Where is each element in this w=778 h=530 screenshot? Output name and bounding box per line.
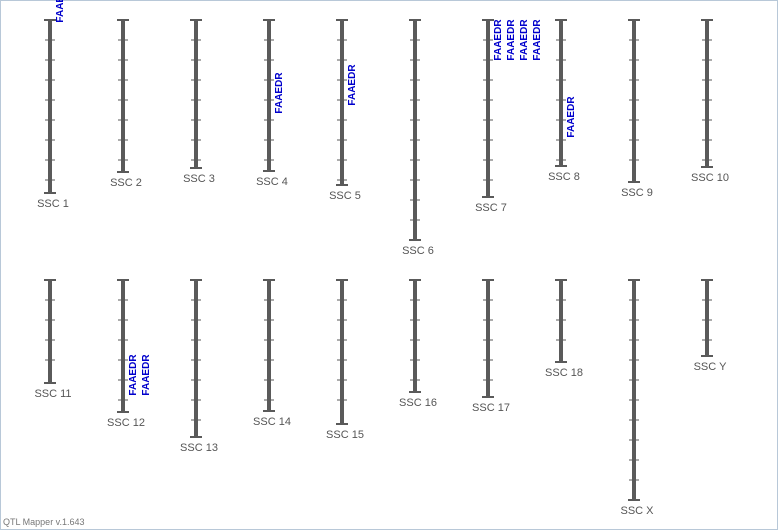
qtl-label: FAAEDR bbox=[506, 19, 517, 61]
chromosome bbox=[48, 20, 52, 193]
qtl-label: FAAEDR bbox=[566, 96, 577, 138]
chromosome-label: SSC 16 bbox=[399, 397, 437, 409]
chromosome-label: SSC 7 bbox=[475, 202, 507, 214]
qtl-label: FAAEDR bbox=[274, 72, 285, 114]
chromosome bbox=[267, 280, 271, 411]
chromosome-label: SSC 8 bbox=[548, 171, 580, 183]
chromosome bbox=[121, 20, 125, 172]
chromosome bbox=[559, 20, 563, 166]
chromosome bbox=[340, 20, 344, 185]
chromosome-label: SSC 15 bbox=[326, 429, 364, 441]
chromosome bbox=[486, 280, 490, 397]
chromosome bbox=[121, 280, 125, 412]
chromosome bbox=[413, 280, 417, 392]
chromosome bbox=[413, 20, 417, 240]
chromosome bbox=[486, 20, 490, 197]
qtl-label: FAAEDR bbox=[493, 19, 504, 61]
chromosome bbox=[632, 280, 636, 500]
chromosome bbox=[340, 280, 344, 424]
chromosome-label: SSC 17 bbox=[472, 402, 510, 414]
chromosome bbox=[705, 280, 709, 356]
chromosome-label: SSC 13 bbox=[180, 442, 218, 454]
chromosome-label: SSC 4 bbox=[256, 176, 288, 188]
chromosome bbox=[194, 20, 198, 168]
chromosome-label: SSC Y bbox=[694, 361, 727, 373]
chromosome-label: SSC 10 bbox=[691, 172, 729, 184]
chromosome-label: SSC 5 bbox=[329, 190, 361, 202]
chromosome bbox=[705, 20, 709, 167]
chromosome bbox=[48, 280, 52, 383]
chromosome-label: SSC 6 bbox=[402, 245, 434, 257]
chromosome-label: SSC 3 bbox=[183, 173, 215, 185]
qtl-label: FAAEDR bbox=[519, 19, 530, 61]
chromosome bbox=[194, 280, 198, 437]
qtl-label: FAAEDR bbox=[55, 0, 66, 23]
qtl-label: FAAEDR bbox=[141, 354, 152, 396]
chromosome-label: SSC 12 bbox=[107, 417, 145, 429]
chromosome-label: SSC 2 bbox=[110, 177, 142, 189]
qtl-label: FAAEDR bbox=[128, 354, 139, 396]
qtl-label: FAAEDR bbox=[347, 64, 358, 106]
chromosome-label: SSC 14 bbox=[253, 416, 291, 428]
qtl-label: FAAEDR bbox=[532, 19, 543, 61]
chromosome-label: SSC 18 bbox=[545, 367, 583, 379]
chromosome bbox=[632, 20, 636, 182]
chromosome-label: SSC X bbox=[620, 505, 654, 517]
footer: QTL Mapper v.1.643 bbox=[3, 517, 85, 527]
chromosome-label: SSC 1 bbox=[37, 198, 69, 210]
chromosome bbox=[559, 280, 563, 362]
chromosome bbox=[267, 20, 271, 171]
chromosome-label: SSC 11 bbox=[34, 388, 71, 400]
chromosome-label: SSC 9 bbox=[621, 187, 653, 199]
